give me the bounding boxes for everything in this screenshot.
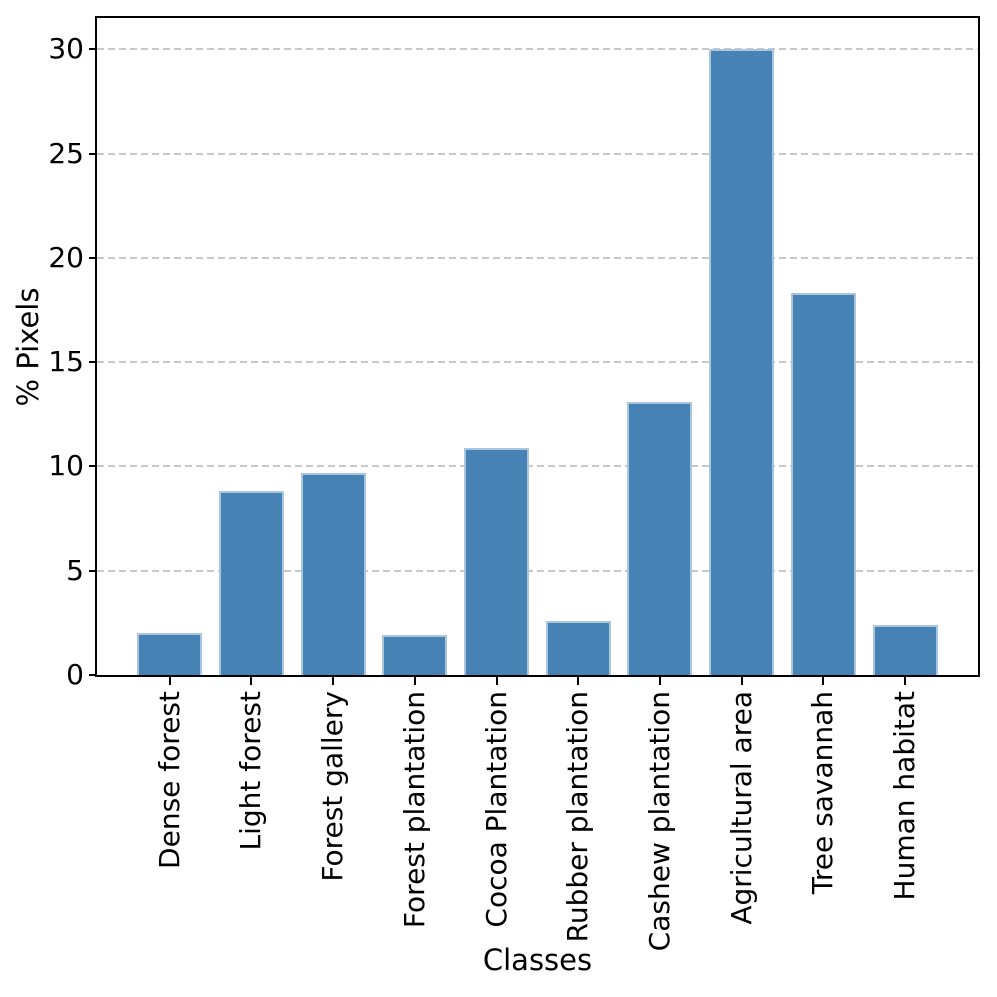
bar-forest-plantation (382, 635, 448, 675)
bar-tree-savannah (790, 293, 856, 675)
y-tick-label: 10 (48, 449, 84, 483)
gridline (97, 48, 978, 51)
x-tick-label: Human habitat (888, 691, 921, 901)
plot-area (97, 18, 978, 675)
x-axis-label: Classes (482, 943, 593, 977)
x-tick-label: Dense forest (152, 691, 186, 869)
y-tick-mark (89, 256, 97, 259)
y-tick-label: 15 (48, 345, 84, 379)
y-tick-mark (89, 48, 97, 51)
bar-cashew-plantation (627, 401, 693, 675)
gridline (97, 256, 978, 259)
x-tick-label: Rubber plantation (561, 691, 595, 943)
gridline (97, 465, 978, 468)
x-tick-label: Forest plantation (397, 691, 431, 929)
bar-agricultural-area (709, 49, 775, 675)
x-tick-mark (168, 677, 171, 685)
y-tick-label: 20 (48, 240, 84, 274)
y-tick-mark (89, 465, 97, 468)
x-tick-label: Tree savannah (806, 691, 840, 895)
plot-border (95, 16, 980, 677)
bar-forest-gallery (300, 472, 366, 675)
y-tick-label: 30 (48, 32, 84, 66)
gridline (97, 569, 978, 572)
y-tick-mark (89, 569, 97, 572)
x-tick-mark (740, 677, 743, 685)
bar-rubber-plantation (545, 620, 611, 675)
x-tick-mark (250, 677, 253, 685)
x-tick-label: Cashew plantation (642, 691, 676, 952)
x-tick-mark (413, 677, 416, 685)
y-tick-mark (89, 361, 97, 364)
x-tick-label: Forest gallery (316, 691, 350, 882)
bar-human-habitat (872, 624, 938, 675)
gridline (97, 361, 978, 364)
x-tick-mark (332, 677, 335, 685)
y-tick-mark (89, 152, 97, 155)
x-tick-label: Light forest (234, 691, 268, 851)
y-tick-mark (89, 674, 97, 676)
bar-light-forest (218, 491, 284, 675)
y-tick-label: 0 (66, 658, 84, 691)
x-tick-mark (822, 677, 825, 685)
x-tick-mark (577, 677, 580, 685)
gridline (97, 152, 978, 155)
x-tick-label: Cocoa Plantation (479, 691, 513, 928)
y-tick-label: 25 (48, 136, 84, 170)
bar-cocoa-plantation (464, 447, 529, 675)
bar-dense-forest (137, 633, 203, 675)
x-tick-mark (904, 677, 906, 685)
x-tick-label: Agricultural area (724, 691, 758, 925)
y-tick-label: 5 (66, 553, 84, 587)
x-tick-mark (495, 677, 498, 685)
x-tick-mark (658, 677, 661, 685)
y-axis-label: % Pixels (11, 287, 45, 407)
